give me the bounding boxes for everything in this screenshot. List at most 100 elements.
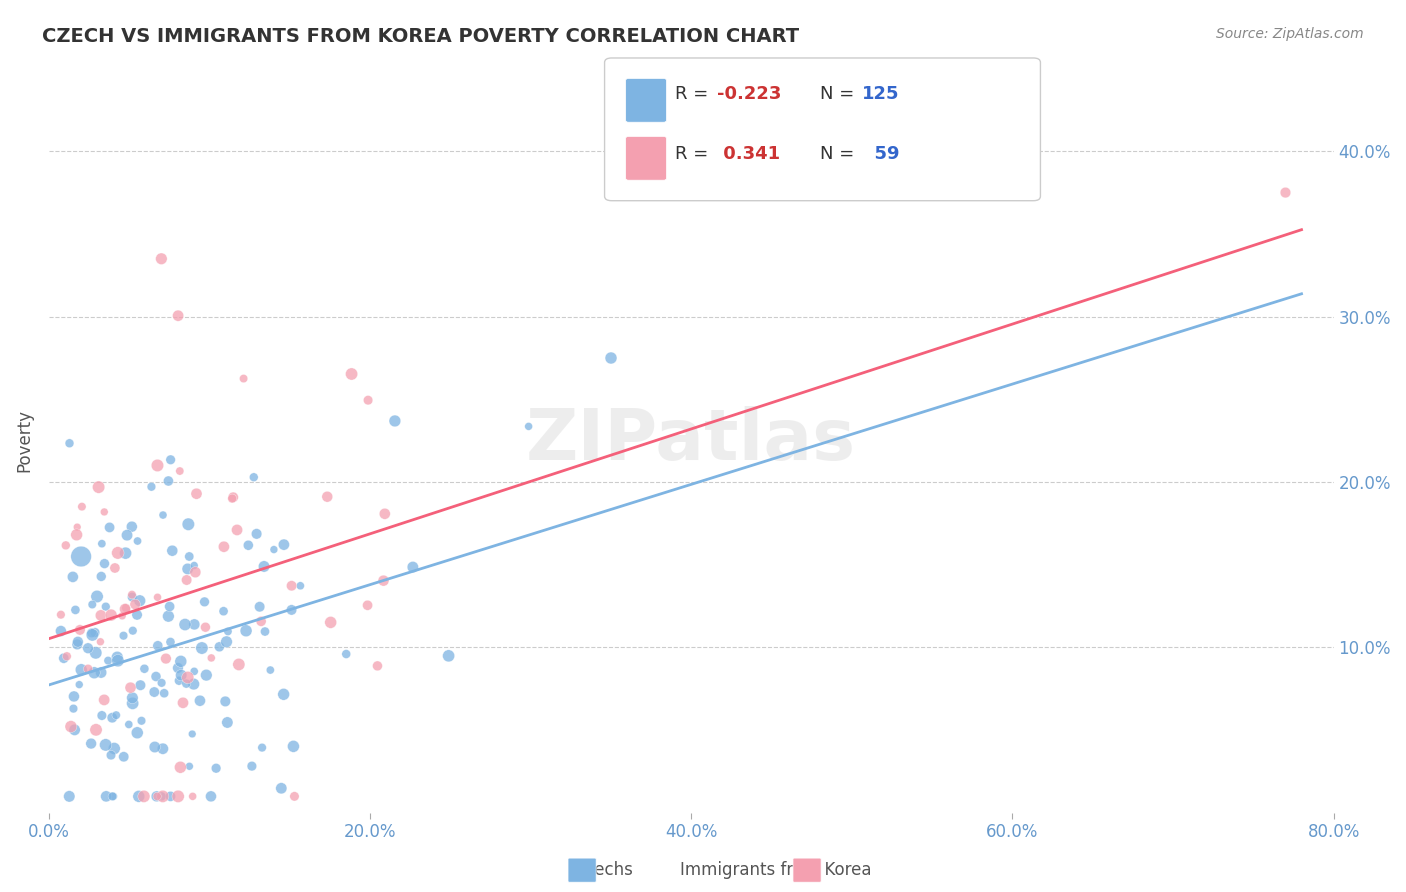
Czechs	[141, 480, 163, 494]
Immigrants from Korea	[69, 623, 91, 637]
Immigrants from Korea	[89, 634, 111, 648]
Czechs	[82, 628, 104, 642]
Immigrants from Korea	[132, 789, 155, 804]
Immigrants from Korea	[222, 490, 245, 504]
Czechs	[114, 546, 136, 560]
Immigrants from Korea	[366, 659, 388, 673]
Czechs	[159, 635, 181, 649]
Czechs	[129, 678, 152, 692]
Immigrants from Korea	[356, 599, 378, 613]
Czechs	[259, 663, 281, 677]
Czechs	[103, 789, 125, 804]
Czechs	[195, 668, 218, 682]
Immigrants from Korea	[232, 371, 254, 385]
Immigrants from Korea	[107, 546, 129, 560]
Czechs	[176, 562, 198, 576]
Czechs	[58, 436, 80, 450]
Czechs	[90, 569, 112, 583]
Immigrants from Korea	[49, 607, 72, 622]
Czechs	[270, 781, 292, 796]
Czechs	[152, 508, 174, 522]
Czechs	[600, 351, 623, 365]
Czechs	[170, 668, 193, 682]
Text: 125: 125	[862, 85, 900, 103]
Czechs	[174, 617, 197, 632]
Immigrants from Korea	[56, 649, 79, 664]
Czechs	[97, 654, 120, 668]
Czechs	[90, 708, 112, 723]
Immigrants from Korea	[226, 523, 249, 537]
Czechs	[127, 725, 149, 739]
Immigrants from Korea	[77, 662, 100, 676]
Czechs	[62, 701, 84, 715]
Czechs	[179, 549, 201, 564]
Czechs	[243, 470, 266, 484]
Czechs	[90, 537, 112, 551]
Czechs	[273, 687, 295, 701]
Czechs	[107, 654, 129, 668]
Czechs	[143, 739, 166, 754]
Czechs	[205, 761, 228, 775]
Czechs	[162, 543, 184, 558]
Czechs	[208, 640, 231, 654]
Czechs	[121, 624, 143, 638]
Immigrants from Korea	[181, 789, 204, 804]
Immigrants from Korea	[65, 528, 87, 542]
Czechs	[215, 635, 238, 649]
Immigrants from Korea	[357, 393, 380, 408]
Czechs	[183, 558, 205, 573]
Immigrants from Korea	[150, 252, 173, 266]
Czechs	[105, 650, 128, 665]
Immigrants from Korea	[124, 598, 146, 612]
Immigrants from Korea	[121, 588, 143, 602]
Czechs	[94, 738, 117, 752]
Czechs	[84, 646, 107, 660]
Immigrants from Korea	[146, 591, 169, 605]
Immigrants from Korea	[115, 601, 138, 615]
Czechs	[517, 419, 540, 434]
Czechs	[125, 607, 148, 622]
Czechs	[66, 637, 89, 651]
Czechs	[80, 626, 103, 640]
Immigrants from Korea	[167, 309, 190, 323]
Immigrants from Korea	[169, 760, 191, 774]
Czechs	[235, 624, 257, 638]
Czechs	[384, 414, 406, 428]
Czechs	[170, 654, 193, 668]
Czechs	[82, 598, 104, 612]
Czechs	[105, 708, 128, 723]
Czechs	[159, 452, 181, 467]
Czechs	[183, 617, 205, 632]
Immigrants from Korea	[87, 480, 110, 494]
Immigrants from Korea	[1274, 186, 1296, 200]
Czechs	[280, 603, 302, 617]
Czechs	[121, 696, 143, 710]
Czechs	[181, 727, 204, 741]
Czechs	[121, 519, 143, 533]
Czechs	[157, 609, 180, 624]
Czechs	[101, 789, 124, 804]
Czechs	[188, 694, 211, 708]
Czechs	[240, 759, 263, 773]
Immigrants from Korea	[146, 458, 169, 473]
Czechs	[177, 517, 200, 532]
Czechs	[83, 665, 105, 680]
Czechs	[143, 685, 166, 699]
Czechs	[65, 603, 87, 617]
Czechs	[86, 590, 108, 604]
Immigrants from Korea	[319, 615, 342, 630]
Czechs	[121, 590, 143, 604]
Immigrants from Korea	[152, 789, 174, 804]
Text: Source: ZipAtlas.com: Source: ZipAtlas.com	[1216, 27, 1364, 41]
Immigrants from Korea	[172, 696, 194, 710]
Czechs	[249, 599, 271, 614]
Czechs	[150, 676, 173, 690]
Immigrants from Korea	[176, 573, 198, 587]
Czechs	[145, 789, 167, 804]
Immigrants from Korea	[90, 608, 112, 623]
Czechs	[62, 570, 84, 584]
Czechs	[214, 694, 236, 708]
Czechs	[66, 635, 89, 649]
Czechs	[77, 641, 100, 656]
Czechs	[80, 737, 103, 751]
